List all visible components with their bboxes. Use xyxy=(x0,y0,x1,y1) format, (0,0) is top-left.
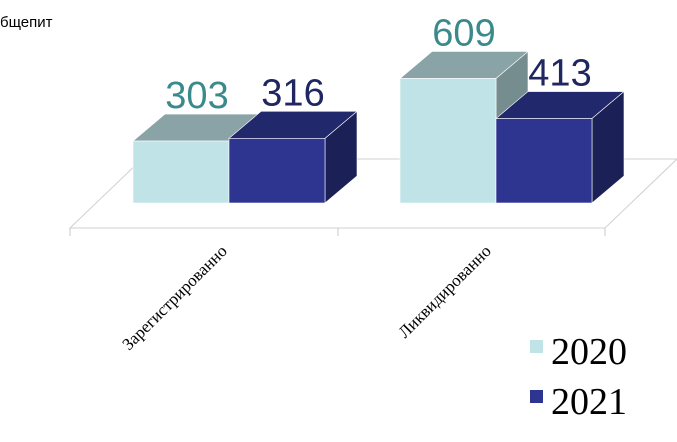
bar-2020-0 xyxy=(132,140,230,204)
legend-label: 2020 xyxy=(551,331,627,373)
bar-2021-0 xyxy=(228,138,326,204)
legend-label: 2021 xyxy=(551,381,627,423)
bar-2020-1 xyxy=(399,78,497,204)
data-label: 413 xyxy=(528,53,591,95)
category-label: Ликвидированно xyxy=(395,241,495,341)
data-label: 609 xyxy=(432,12,495,54)
data-label: 316 xyxy=(261,72,324,114)
legend-swatch xyxy=(530,390,543,403)
bar-2021-1 xyxy=(495,118,593,204)
category-label: Зарегистрированно xyxy=(118,241,230,353)
floor-plane xyxy=(68,158,677,229)
chart-title: бщепит xyxy=(0,14,53,31)
data-label: 303 xyxy=(165,75,228,117)
legend-swatch xyxy=(530,340,543,353)
